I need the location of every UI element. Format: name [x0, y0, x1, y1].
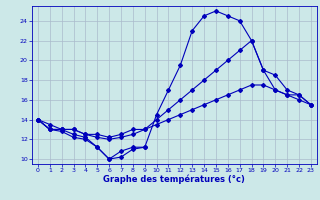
X-axis label: Graphe des températures (°c): Graphe des températures (°c) [103, 175, 245, 184]
